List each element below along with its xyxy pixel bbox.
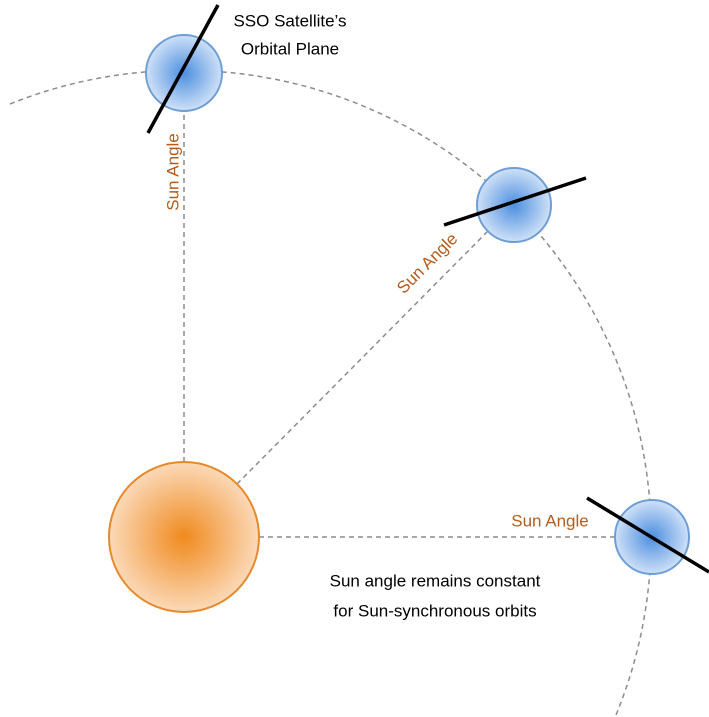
- sun-angle-label: Sun Angle: [393, 229, 461, 297]
- label: Orbital Plane: [241, 39, 339, 58]
- sun-line: [236, 230, 489, 485]
- orbital-plane-line: [146, 4, 220, 134]
- orbital-plane-line: [443, 176, 587, 227]
- satellite: [145, 34, 223, 112]
- sun-angle-label: Sun Angle: [511, 511, 589, 530]
- sun: [108, 461, 260, 613]
- caption: for Sun-synchronous orbits: [333, 601, 536, 620]
- caption: Sun angle remains constant: [330, 571, 541, 590]
- sun-angle-label: Sun Angle: [163, 133, 182, 211]
- orbital-plane-line: [586, 496, 709, 574]
- satellite: [476, 167, 552, 243]
- orbit: [9, 69, 652, 716]
- label: SSO Satellite’s: [233, 11, 346, 30]
